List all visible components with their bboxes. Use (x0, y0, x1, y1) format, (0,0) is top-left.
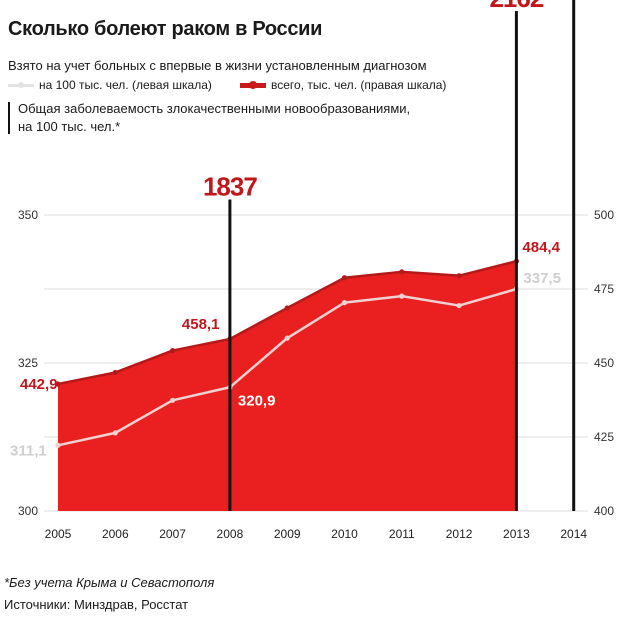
chart-subtitle: Взято на учет больных с впервые в жизни … (8, 58, 427, 73)
legend-bar-note-line2: на 100 тыс. чел.* (18, 119, 121, 134)
right-axis-tick-label: 450 (594, 356, 614, 370)
point-per100k (55, 442, 61, 448)
point-per100k (341, 300, 348, 306)
incidence-bar-label: 2162 (489, 0, 543, 13)
point-per100k (112, 430, 118, 436)
x-axis-tick-label: 2006 (102, 527, 129, 541)
data-label-total: 458,1 (182, 316, 220, 333)
right-axis-tick-label: 475 (594, 282, 614, 296)
right-axis-tick-label: 400 (594, 504, 614, 518)
x-axis-tick-label: 2008 (217, 527, 244, 541)
sources: Источники: Минздрав, Росстат (4, 597, 189, 612)
data-label-per100k: 311,1 (10, 442, 47, 459)
legend-bar-note-line1: Общая заболеваемость злокачественными но… (18, 101, 411, 116)
data-label-total: 484,4 (522, 239, 560, 256)
legend-bar-swatch (8, 102, 10, 134)
legend-label-red: всего, тыс. чел. (правая шкала) (271, 78, 447, 92)
x-axis-tick-label: 2011 (389, 527, 415, 541)
point-total (399, 269, 405, 275)
left-axis-tick-label: 325 (18, 356, 38, 370)
point-total (456, 273, 462, 279)
point-per100k (399, 293, 405, 299)
x-axis-tick-label: 2007 (159, 527, 186, 541)
x-axis-tick-label: 2005 (45, 527, 72, 541)
legend-item-white: на 100 тыс. чел. (левая шкала) (8, 78, 212, 92)
x-axis-tick-label: 2013 (503, 527, 530, 541)
data-label-total: 442,9 (20, 376, 58, 393)
right-axis-tick-label: 425 (594, 430, 614, 444)
left-axis-tick-label: 300 (18, 504, 38, 518)
legend-item-red: всего, тыс. чел. (правая шкала) (240, 78, 446, 92)
point-total (112, 369, 118, 376)
x-axis-tick-label: 2012 (446, 527, 473, 541)
legend-swatch-white (8, 80, 34, 90)
right-axis-tick-label: 500 (594, 208, 614, 222)
x-axis-tick-label: 2009 (274, 527, 301, 541)
point-total (284, 305, 290, 311)
footnote: *Без учета Крыма и Севастополя (4, 575, 215, 590)
legend-label-white: на 100 тыс. чел. (левая шкала) (39, 78, 212, 92)
legend-swatch-red (240, 80, 266, 90)
chart-title: Сколько болеют раком в России (8, 18, 323, 40)
area-total-series (58, 261, 517, 511)
point-total (341, 275, 348, 281)
point-per100k (456, 302, 462, 309)
point-per100k (284, 335, 290, 341)
incidence-bar-label: 1837 (203, 172, 257, 202)
x-axis-tick-label: 2014 (560, 527, 587, 541)
point-per100k (170, 397, 176, 403)
data-label-per100k: 320,9 (238, 392, 276, 409)
data-label-per100k: 337,5 (523, 270, 561, 287)
point-total (55, 381, 61, 387)
x-axis-tick-label: 2010 (331, 527, 358, 541)
left-axis-tick-label: 350 (18, 208, 38, 222)
point-total (170, 347, 176, 354)
